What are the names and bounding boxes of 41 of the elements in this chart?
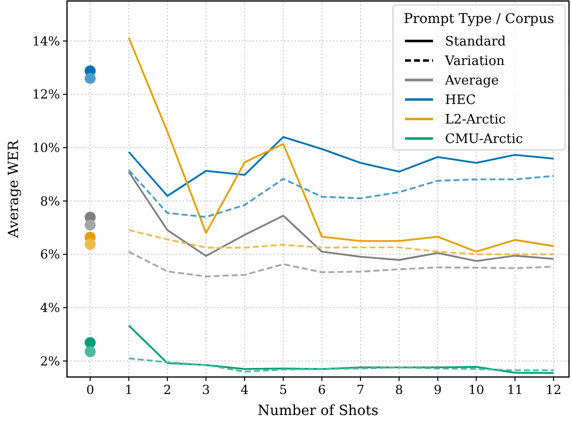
x-tick-label: 1 <box>124 382 133 397</box>
x-tick-label: 9 <box>434 382 442 397</box>
y-tick-label: 10% <box>32 140 60 156</box>
legend-label: Standard <box>445 34 506 50</box>
legend-label: Average <box>444 74 500 89</box>
line-series <box>128 250 554 278</box>
y-tick-label: 14% <box>32 33 60 48</box>
line-series <box>128 357 554 373</box>
legend-label: CMU-Arctic <box>445 132 523 148</box>
legend-label: L2-Arctic <box>445 112 506 128</box>
x-tick-label: 6 <box>318 382 326 397</box>
y-tick-label: 6% <box>40 246 60 262</box>
point <box>84 346 96 358</box>
x-tick-label: 10 <box>468 382 484 397</box>
y-axis-title: Average WER <box>6 140 22 239</box>
x-tick-label: 5 <box>279 382 288 397</box>
x-axis-title: Number of Shots <box>258 403 378 419</box>
y-tick-label: 4% <box>40 300 60 316</box>
legend-label: Variation <box>444 54 506 70</box>
y-tick-label: 2% <box>40 353 60 368</box>
x-tick-label: 3 <box>202 382 210 397</box>
x-tick-label: 12 <box>546 382 562 397</box>
legend-title: Prompt Type / Corpus <box>404 11 554 27</box>
line-series <box>128 36 554 253</box>
line-series <box>128 229 554 256</box>
x-tick-label: 7 <box>356 382 364 397</box>
y-tick-label: 8% <box>40 193 60 208</box>
y-tick-label: 12% <box>32 86 60 102</box>
x-tick-label: 8 <box>395 382 404 397</box>
point <box>84 238 96 250</box>
point <box>84 220 96 230</box>
line-series <box>128 324 554 374</box>
point <box>84 337 96 348</box>
x-tick-label: 11 <box>506 382 523 397</box>
point <box>84 72 96 84</box>
line-series <box>128 171 554 262</box>
x-tick-label: 0 <box>86 382 94 397</box>
x-tick-label: 2 <box>163 382 172 397</box>
x-tick-label: 4 <box>240 382 249 397</box>
legend-label: HEC <box>445 93 476 108</box>
line-series <box>128 169 554 218</box>
